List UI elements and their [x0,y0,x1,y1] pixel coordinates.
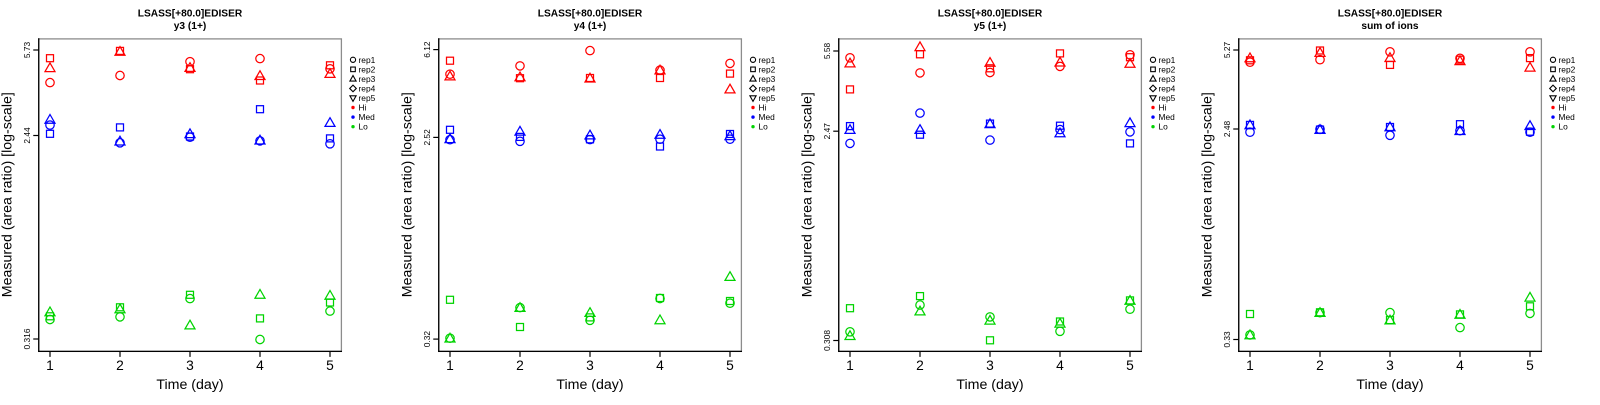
svg-text:y5 (1+): y5 (1+) [974,21,1007,32]
svg-text:2.52: 2.52 [422,129,432,146]
svg-text:rep1: rep1 [759,55,776,65]
svg-text:4: 4 [256,358,264,373]
svg-text:rep5: rep5 [759,93,776,103]
svg-text:3: 3 [986,358,994,373]
svg-text:sum of ions: sum of ions [1361,21,1418,32]
svg-text:4: 4 [1056,358,1064,373]
svg-text:rep3: rep3 [1159,74,1176,84]
svg-text:rep5: rep5 [1559,93,1576,103]
svg-text:rep2: rep2 [1159,64,1176,74]
svg-text:rep4: rep4 [759,84,776,94]
svg-text:Med: Med [359,112,376,122]
svg-text:Hi: Hi [1159,103,1167,113]
svg-text:2: 2 [116,358,124,373]
svg-text:rep4: rep4 [1559,84,1576,94]
svg-text:5: 5 [326,358,334,373]
svg-text:Med: Med [759,112,776,122]
svg-text:LSASS[+80.0]EDISER: LSASS[+80.0]EDISER [538,9,643,20]
svg-text:Lo: Lo [1559,122,1569,132]
svg-text:rep3: rep3 [759,74,776,84]
svg-text:Hi: Hi [759,103,767,113]
svg-text:Time (day): Time (day) [556,377,623,393]
svg-text:2.47: 2.47 [822,123,832,140]
svg-text:5: 5 [1526,358,1534,373]
svg-text:rep2: rep2 [1559,64,1576,74]
svg-text:5: 5 [726,358,734,373]
svg-text:Measured (area ratio) [log-sca: Measured (area ratio) [log-scale] [799,92,815,297]
svg-text:rep4: rep4 [1159,84,1176,94]
svg-text:Measured (area ratio) [log-sca: Measured (area ratio) [log-scale] [1199,92,1215,297]
svg-text:rep3: rep3 [1559,74,1576,84]
svg-text:Time (day): Time (day) [956,377,1023,393]
svg-text:3: 3 [186,358,194,373]
svg-text:4: 4 [656,358,664,373]
svg-text:2: 2 [1316,358,1324,373]
svg-text:LSASS[+80.0]EDISER: LSASS[+80.0]EDISER [138,9,243,20]
svg-text:1: 1 [1246,358,1254,373]
svg-text:1: 1 [446,358,454,373]
svg-text:Lo: Lo [759,122,769,132]
svg-text:5.58: 5.58 [822,43,832,60]
svg-text:Hi: Hi [1559,103,1567,113]
svg-text:5.73: 5.73 [22,42,32,59]
svg-text:rep5: rep5 [1159,93,1176,103]
svg-text:0.308: 0.308 [822,330,832,351]
svg-text:2.48: 2.48 [1222,121,1232,138]
svg-text:5: 5 [1126,358,1134,373]
svg-text:Lo: Lo [1159,122,1169,132]
svg-text:rep2: rep2 [359,64,376,74]
svg-text:rep3: rep3 [359,74,376,84]
svg-text:Hi: Hi [359,103,367,113]
svg-text:y4 (1+): y4 (1+) [574,21,607,32]
svg-text:3: 3 [1386,358,1394,373]
svg-text:Time (day): Time (day) [1356,377,1423,393]
svg-text:Lo: Lo [359,122,369,132]
svg-text:rep1: rep1 [359,55,376,65]
svg-text:0.32: 0.32 [422,331,432,348]
svg-text:rep1: rep1 [1559,55,1576,65]
svg-text:1: 1 [46,358,54,373]
svg-text:3: 3 [586,358,594,373]
svg-text:1: 1 [846,358,854,373]
svg-text:Med: Med [1559,112,1576,122]
svg-text:2.44: 2.44 [22,127,32,144]
svg-text:2: 2 [516,358,524,373]
svg-text:0.316: 0.316 [22,328,32,349]
svg-text:Measured (area ratio) [log-sca: Measured (area ratio) [log-scale] [0,92,15,297]
svg-text:rep5: rep5 [359,93,376,103]
svg-text:Time (day): Time (day) [156,377,223,393]
svg-text:rep2: rep2 [759,64,776,74]
svg-text:2: 2 [916,358,924,373]
svg-text:4: 4 [1456,358,1464,373]
svg-text:5.27: 5.27 [1222,42,1232,59]
svg-text:Med: Med [1159,112,1176,122]
svg-text:rep1: rep1 [1159,55,1176,65]
svg-text:6.12: 6.12 [422,41,432,58]
svg-text:0.33: 0.33 [1222,331,1232,348]
svg-text:Measured (area ratio) [log-sca: Measured (area ratio) [log-scale] [399,92,415,297]
svg-text:LSASS[+80.0]EDISER: LSASS[+80.0]EDISER [938,9,1043,20]
svg-text:y3 (1+): y3 (1+) [174,21,207,32]
svg-text:LSASS[+80.0]EDISER: LSASS[+80.0]EDISER [1338,9,1443,20]
svg-text:rep4: rep4 [359,84,376,94]
